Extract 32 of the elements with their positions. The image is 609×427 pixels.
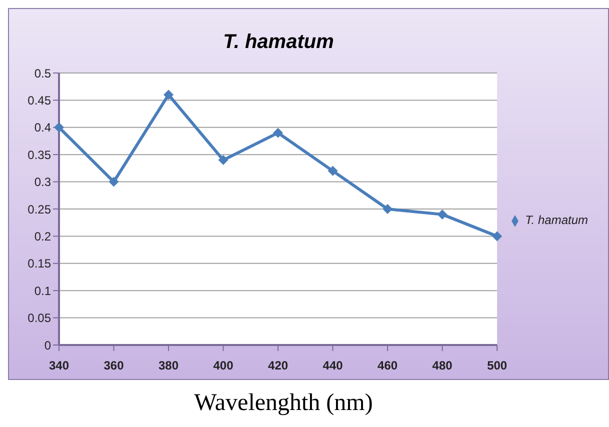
chart-title: T. hamatum [222,30,335,55]
x-tick-label: 380 [158,358,179,373]
y-tick-label: 0.4 [34,120,52,135]
x-tick-label: 500 [487,358,508,373]
x-tick-label: 440 [322,358,344,373]
point [437,209,448,220]
y-tick-label: 0.45 [28,93,52,108]
point [108,176,119,187]
point [218,155,228,166]
y-tick-label: 0.15 [28,256,52,271]
point [164,90,174,100]
x-tick-label: 400 [213,358,234,373]
point [54,122,64,132]
y-tick-label: 0 [44,338,52,352]
point [382,204,393,214]
y-tick-label: 0.3 [34,175,52,190]
x-tick-label: 360 [104,358,124,373]
y-tick-label: 0.1 [34,284,52,298]
y-tick-label: 0.5 [34,66,52,80]
y-tick-label: 0.25 [28,202,52,216]
x-tick-label: 340 [48,358,70,373]
x-tick-label: 480 [432,358,453,373]
x-tick-label: 420 [268,358,288,373]
point [328,166,338,176]
y-tick-label: 0.2 [34,229,52,244]
legend-label: T. hamatum [525,213,588,227]
point [492,231,502,242]
y-tick-label: 0.05 [28,311,52,326]
x-tick-label: 460 [378,358,398,373]
y-tick-label: 0.35 [28,148,52,162]
point [273,128,284,138]
x-axis-title: Wavelenghth (nm) [193,390,374,417]
